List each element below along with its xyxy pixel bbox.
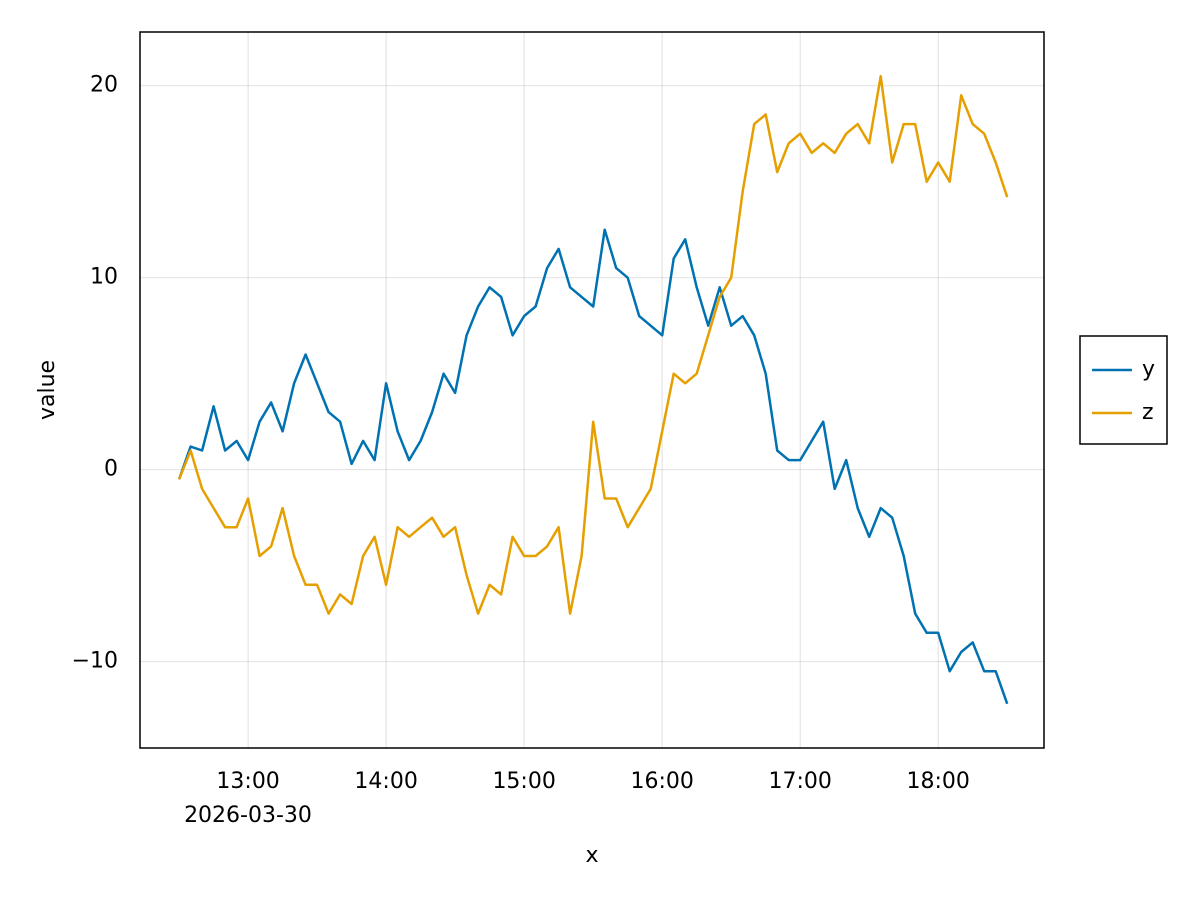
y-tick-label: −10 xyxy=(72,649,118,674)
series-line xyxy=(177,74,1009,615)
x-tick-label: 15:00 xyxy=(492,769,555,794)
legend-label: y xyxy=(1142,357,1155,382)
x-tick-label: 14:00 xyxy=(354,769,417,794)
x-tick-label: 18:00 xyxy=(906,769,969,794)
x-axis-label: x xyxy=(585,843,598,868)
y-tick-label: 10 xyxy=(90,265,118,290)
x-tick-label: 17:00 xyxy=(768,769,831,794)
y-tick-label: 0 xyxy=(104,457,118,482)
plot-frame xyxy=(139,31,1045,749)
y-axis-label: value xyxy=(35,360,60,420)
y-tick-label: 20 xyxy=(90,73,118,98)
date-label: 2026-03-30 xyxy=(184,803,312,828)
x-tick-label: 13:00 xyxy=(216,769,279,794)
x-tick-label: 16:00 xyxy=(630,769,693,794)
legend-label: z xyxy=(1142,400,1154,425)
series-line xyxy=(177,228,1009,705)
legend-box xyxy=(1079,335,1168,445)
